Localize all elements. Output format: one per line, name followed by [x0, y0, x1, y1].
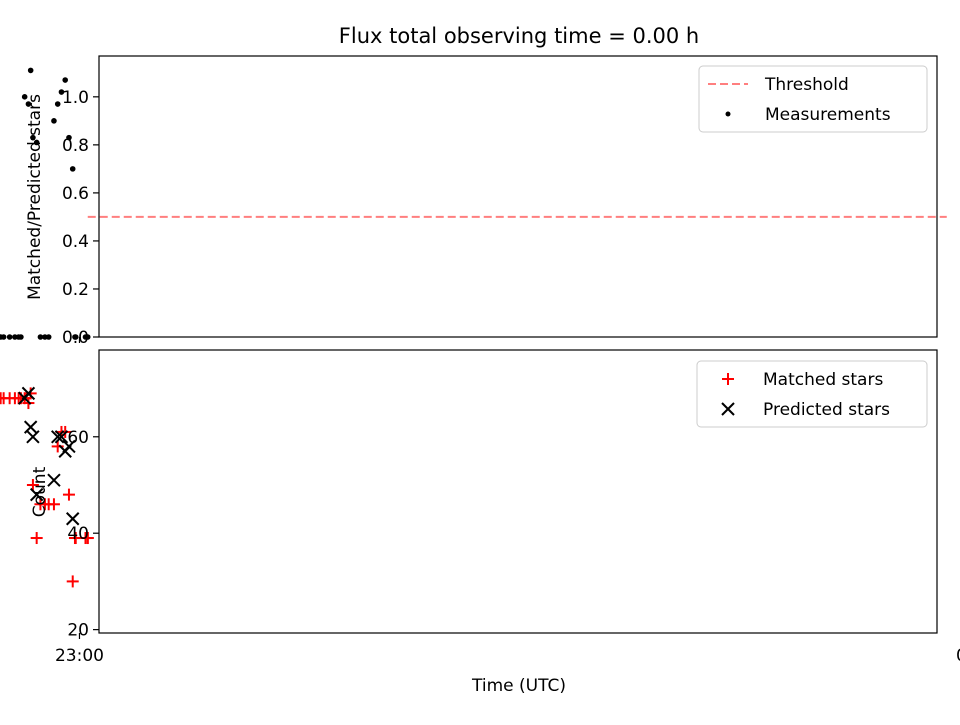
- bottom-panel-marks: [0, 386, 94, 588]
- measurements-point: [58, 89, 65, 95]
- top-y-axis: 0.0 0.2 0.4 0.6 0.8 1.0: [62, 88, 99, 348]
- bottom-x-axis-label: Time (UTC): [471, 676, 566, 696]
- measurements-point: [21, 94, 28, 100]
- measurements-point: [72, 334, 78, 340]
- measurements-point: [42, 334, 48, 340]
- measurements-point: [37, 334, 44, 340]
- predicted-stars-point: [29, 487, 44, 502]
- matched-stars-point: [62, 488, 75, 501]
- matched-stars-point: [81, 532, 94, 545]
- chart-title: Flux total observing time = 0.00 h: [339, 24, 699, 48]
- bottom-y-axis-label: Count: [30, 466, 50, 517]
- bottom-x-axis: 23:0000:0001:0002:0003:00: [55, 633, 960, 666]
- y-tick-label: 0.4: [62, 232, 89, 252]
- measurements-point: [54, 101, 61, 107]
- predicted-stars-point: [58, 444, 72, 458]
- x-tick-label: 23:00: [55, 646, 104, 666]
- bottom-y-axis: 20 40 60: [67, 428, 99, 641]
- legend-matched-label: Matched stars: [763, 370, 883, 390]
- y-tick-label: 20: [67, 621, 89, 641]
- predicted-stars-point: [17, 391, 32, 405]
- top-y-axis-label: Matched/Predicted stars: [25, 94, 45, 300]
- bottom-panel-frame: [98, 349, 938, 634]
- measurements-point: [69, 166, 76, 172]
- y-tick-label: 1.0: [62, 88, 89, 108]
- matched-stars-point: [26, 478, 39, 491]
- matched-stars-point: [68, 532, 81, 545]
- measurements-point: [33, 139, 40, 146]
- x-tick-label: 03:00: [956, 646, 960, 666]
- legend-predicted-swatch: [721, 402, 735, 416]
- bottom-legend-box: [696, 360, 928, 428]
- matched-stars-point: [66, 575, 79, 588]
- legend-predicted-label: Predicted stars: [763, 400, 890, 420]
- measurements-point: [51, 118, 57, 124]
- measurements-point: [27, 67, 34, 74]
- y-tick-label: 0.6: [62, 184, 89, 204]
- y-tick-label: 60: [67, 428, 89, 448]
- top-panel-frame: [98, 55, 938, 338]
- bottom-legend: Matched stars Predicted stars: [696, 360, 928, 428]
- measurements-point: [82, 334, 89, 340]
- top-panel-marks: [0, 67, 947, 340]
- measurements-point: [62, 77, 69, 83]
- legend-measurements-swatch: [725, 111, 731, 117]
- top-legend: Threshold Measurements: [698, 65, 928, 133]
- y-tick-label: 0.2: [62, 280, 89, 300]
- measurements-point: [66, 134, 72, 141]
- y-tick-label: 40: [67, 524, 89, 544]
- matched-stars-point: [0, 397, 3, 400]
- top-x-axis: [78, 337, 81, 343]
- y-tick-label: 0.8: [62, 136, 89, 156]
- matched-stars-point: [30, 532, 43, 545]
- predicted-stars-point: [47, 473, 61, 487]
- predicted-stars-point: [23, 420, 38, 434]
- measurements-point: [30, 134, 36, 141]
- predicted-stars-point: [50, 430, 65, 444]
- measurements-point: [12, 334, 18, 340]
- measurements-point: [0, 334, 4, 340]
- matched-stars-point: [34, 498, 47, 511]
- legend-matched-swatch: [722, 373, 734, 385]
- predicted-stars-point: [54, 430, 69, 444]
- top-legend-box: [698, 65, 928, 133]
- measurements-point: [25, 101, 32, 107]
- measurements-point: [6, 334, 13, 340]
- legend-threshold-label: Threshold: [764, 75, 849, 95]
- predicted-stars-point: [66, 512, 80, 526]
- y-tick-label: 0.0: [62, 328, 89, 348]
- legend-measurements-label: Measurements: [765, 105, 891, 125]
